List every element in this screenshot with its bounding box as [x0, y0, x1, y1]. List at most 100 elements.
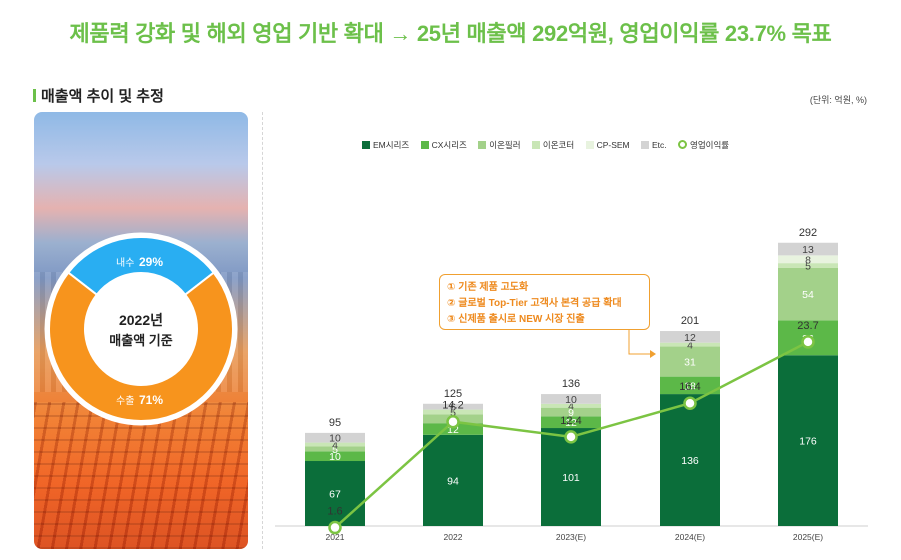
bar-segment	[423, 403, 483, 410]
bar-value-label: 67	[329, 489, 341, 501]
legend-item: Etc.	[641, 140, 667, 150]
bar-segment	[305, 451, 365, 462]
panel-divider	[262, 112, 263, 549]
bar-segment	[778, 355, 838, 526]
legend-label: CX시리즈	[431, 140, 467, 150]
margin-point	[446, 414, 460, 429]
legend-swatch-ion-coater	[531, 141, 540, 149]
bar-segment	[305, 446, 365, 452]
bar-total-label: 136	[562, 378, 580, 390]
bar-value-label: 13	[802, 244, 814, 256]
bar-segment	[660, 394, 720, 526]
donut-center-year: 2022년	[119, 312, 163, 328]
legend-item: 영업이익률	[678, 139, 729, 151]
export-ratio-donut: 2022년 매출액 기준 내수 29% 수출 71%	[44, 232, 238, 426]
bar-segment	[778, 267, 838, 321]
legend-label: EM시리즈	[373, 140, 410, 150]
bar-value-label: 10	[329, 433, 341, 445]
bar-value-label: 18	[684, 380, 696, 392]
bar-total-label: 125	[444, 388, 462, 400]
section-title: 매출액 추이 및 추정	[33, 85, 164, 106]
donut-center	[85, 273, 197, 385]
legend-item: CX시리즈	[420, 139, 467, 151]
bar-segment	[305, 461, 365, 526]
chart-legend: EM시리즈 CX시리즈 이온필러 이온코터 CP-SEM Etc. 영업이익률	[362, 139, 738, 151]
section-marker	[33, 89, 36, 102]
legend-item: 이온필러	[478, 139, 521, 151]
bar-value-label: 12	[565, 417, 577, 429]
bar-total-label: 201	[681, 315, 699, 327]
legend-label: 이온필러	[489, 140, 521, 150]
x-tick-label: 2021	[326, 532, 345, 542]
legend-label: CP-SEM	[596, 140, 630, 150]
bar-segment	[778, 263, 838, 268]
callout-arrow-icon	[628, 330, 656, 358]
bar-value-label: 4	[332, 440, 338, 452]
bar-segment	[541, 407, 601, 417]
bar-value-label: 12	[447, 424, 459, 436]
bar-segment	[778, 255, 838, 264]
bar-value-label: 9	[568, 407, 574, 419]
bar-segment	[660, 331, 720, 343]
strategy-callout: ① 기존 제품 고도화 ② 글로벌 Top-Tier 고객사 본격 공급 확대 …	[439, 274, 650, 330]
bar-segment	[660, 346, 720, 377]
callout-line-2: ② 글로벌 Top-Tier 고객사 본격 공급 확대	[447, 298, 622, 309]
section-title-text: 매출액 추이 및 추정	[41, 88, 164, 105]
bar-value-label: 5	[332, 444, 338, 456]
bar-value-label: 6	[450, 402, 456, 414]
margin-value-label: 23.7	[797, 320, 818, 332]
bar-value-label: 10	[565, 394, 577, 406]
legend-label: 이온코터	[542, 140, 575, 150]
x-tick-label: 2023(E)	[556, 532, 586, 542]
unit-note: (단위: 억원, %)	[809, 95, 867, 105]
donut-outer-ring	[44, 232, 238, 426]
bar-segment	[423, 409, 483, 415]
bar-segment	[778, 242, 838, 256]
bar-segment	[541, 428, 601, 526]
legend-item: 이온코터	[531, 139, 575, 151]
legend-swatch-ion-filler	[478, 141, 487, 149]
bar-value-label: 8	[805, 254, 811, 266]
callout-line-3: ③ 신제품 출시로 NEW 시장 진출	[447, 314, 585, 325]
donut-center-basis: 매출액 기준	[109, 333, 172, 348]
margin-value-label: 12.4	[560, 415, 581, 427]
bar-value-label: 176	[799, 436, 817, 448]
margin-value-label: 16.4	[679, 381, 700, 393]
bar-value-label: 12	[684, 332, 696, 344]
x-tick-label: 2024(E)	[675, 532, 705, 542]
legend-swatch-em	[362, 141, 370, 149]
bar-segment	[423, 423, 483, 435]
margin-point	[683, 396, 697, 410]
bar-value-label: 54	[802, 289, 814, 301]
bar-total-label: 95	[329, 417, 341, 429]
revenue-chart: 6710541095202194129561252022101129410136…	[275, 227, 868, 542]
bar-segment	[541, 416, 601, 429]
bar-value-label: 4	[687, 340, 693, 352]
bar-value-label: 5	[450, 407, 456, 419]
legend-swatch-cx	[420, 141, 429, 149]
bar-segment	[541, 403, 601, 408]
bar-segment	[660, 376, 720, 395]
margin-value-label: 1.6	[327, 506, 342, 518]
bar-value-label: 5	[805, 261, 811, 273]
legend-swatch-cp-sem	[585, 141, 594, 149]
bar-total-label: 292	[799, 227, 817, 239]
legend-label: 영업이익률	[690, 140, 730, 150]
legend-label: Etc.	[652, 140, 667, 150]
domestic-value: 29%	[139, 255, 163, 269]
bar-segment	[423, 434, 483, 526]
margin-point	[328, 520, 342, 535]
x-tick-label: 2022	[444, 532, 463, 542]
export-value: 71%	[139, 393, 163, 407]
callout-line-1: ① 기존 제품 고도화	[447, 282, 529, 293]
legend-swatch-etc	[641, 141, 649, 149]
bar-segment	[541, 394, 601, 404]
x-tick-label: 2025(E)	[793, 532, 823, 542]
bar-value-label: 94	[447, 475, 459, 487]
bar-segment	[660, 342, 720, 347]
headline: 제품력 강화 및 해외 영업 기반 확대 → 25년 매출액 292억원, 영업…	[69, 21, 832, 46]
bar-value-label: 31	[684, 357, 696, 369]
domestic-label: 내수	[116, 257, 134, 269]
bar-segment	[305, 432, 365, 443]
bar-value-label: 101	[562, 472, 580, 484]
